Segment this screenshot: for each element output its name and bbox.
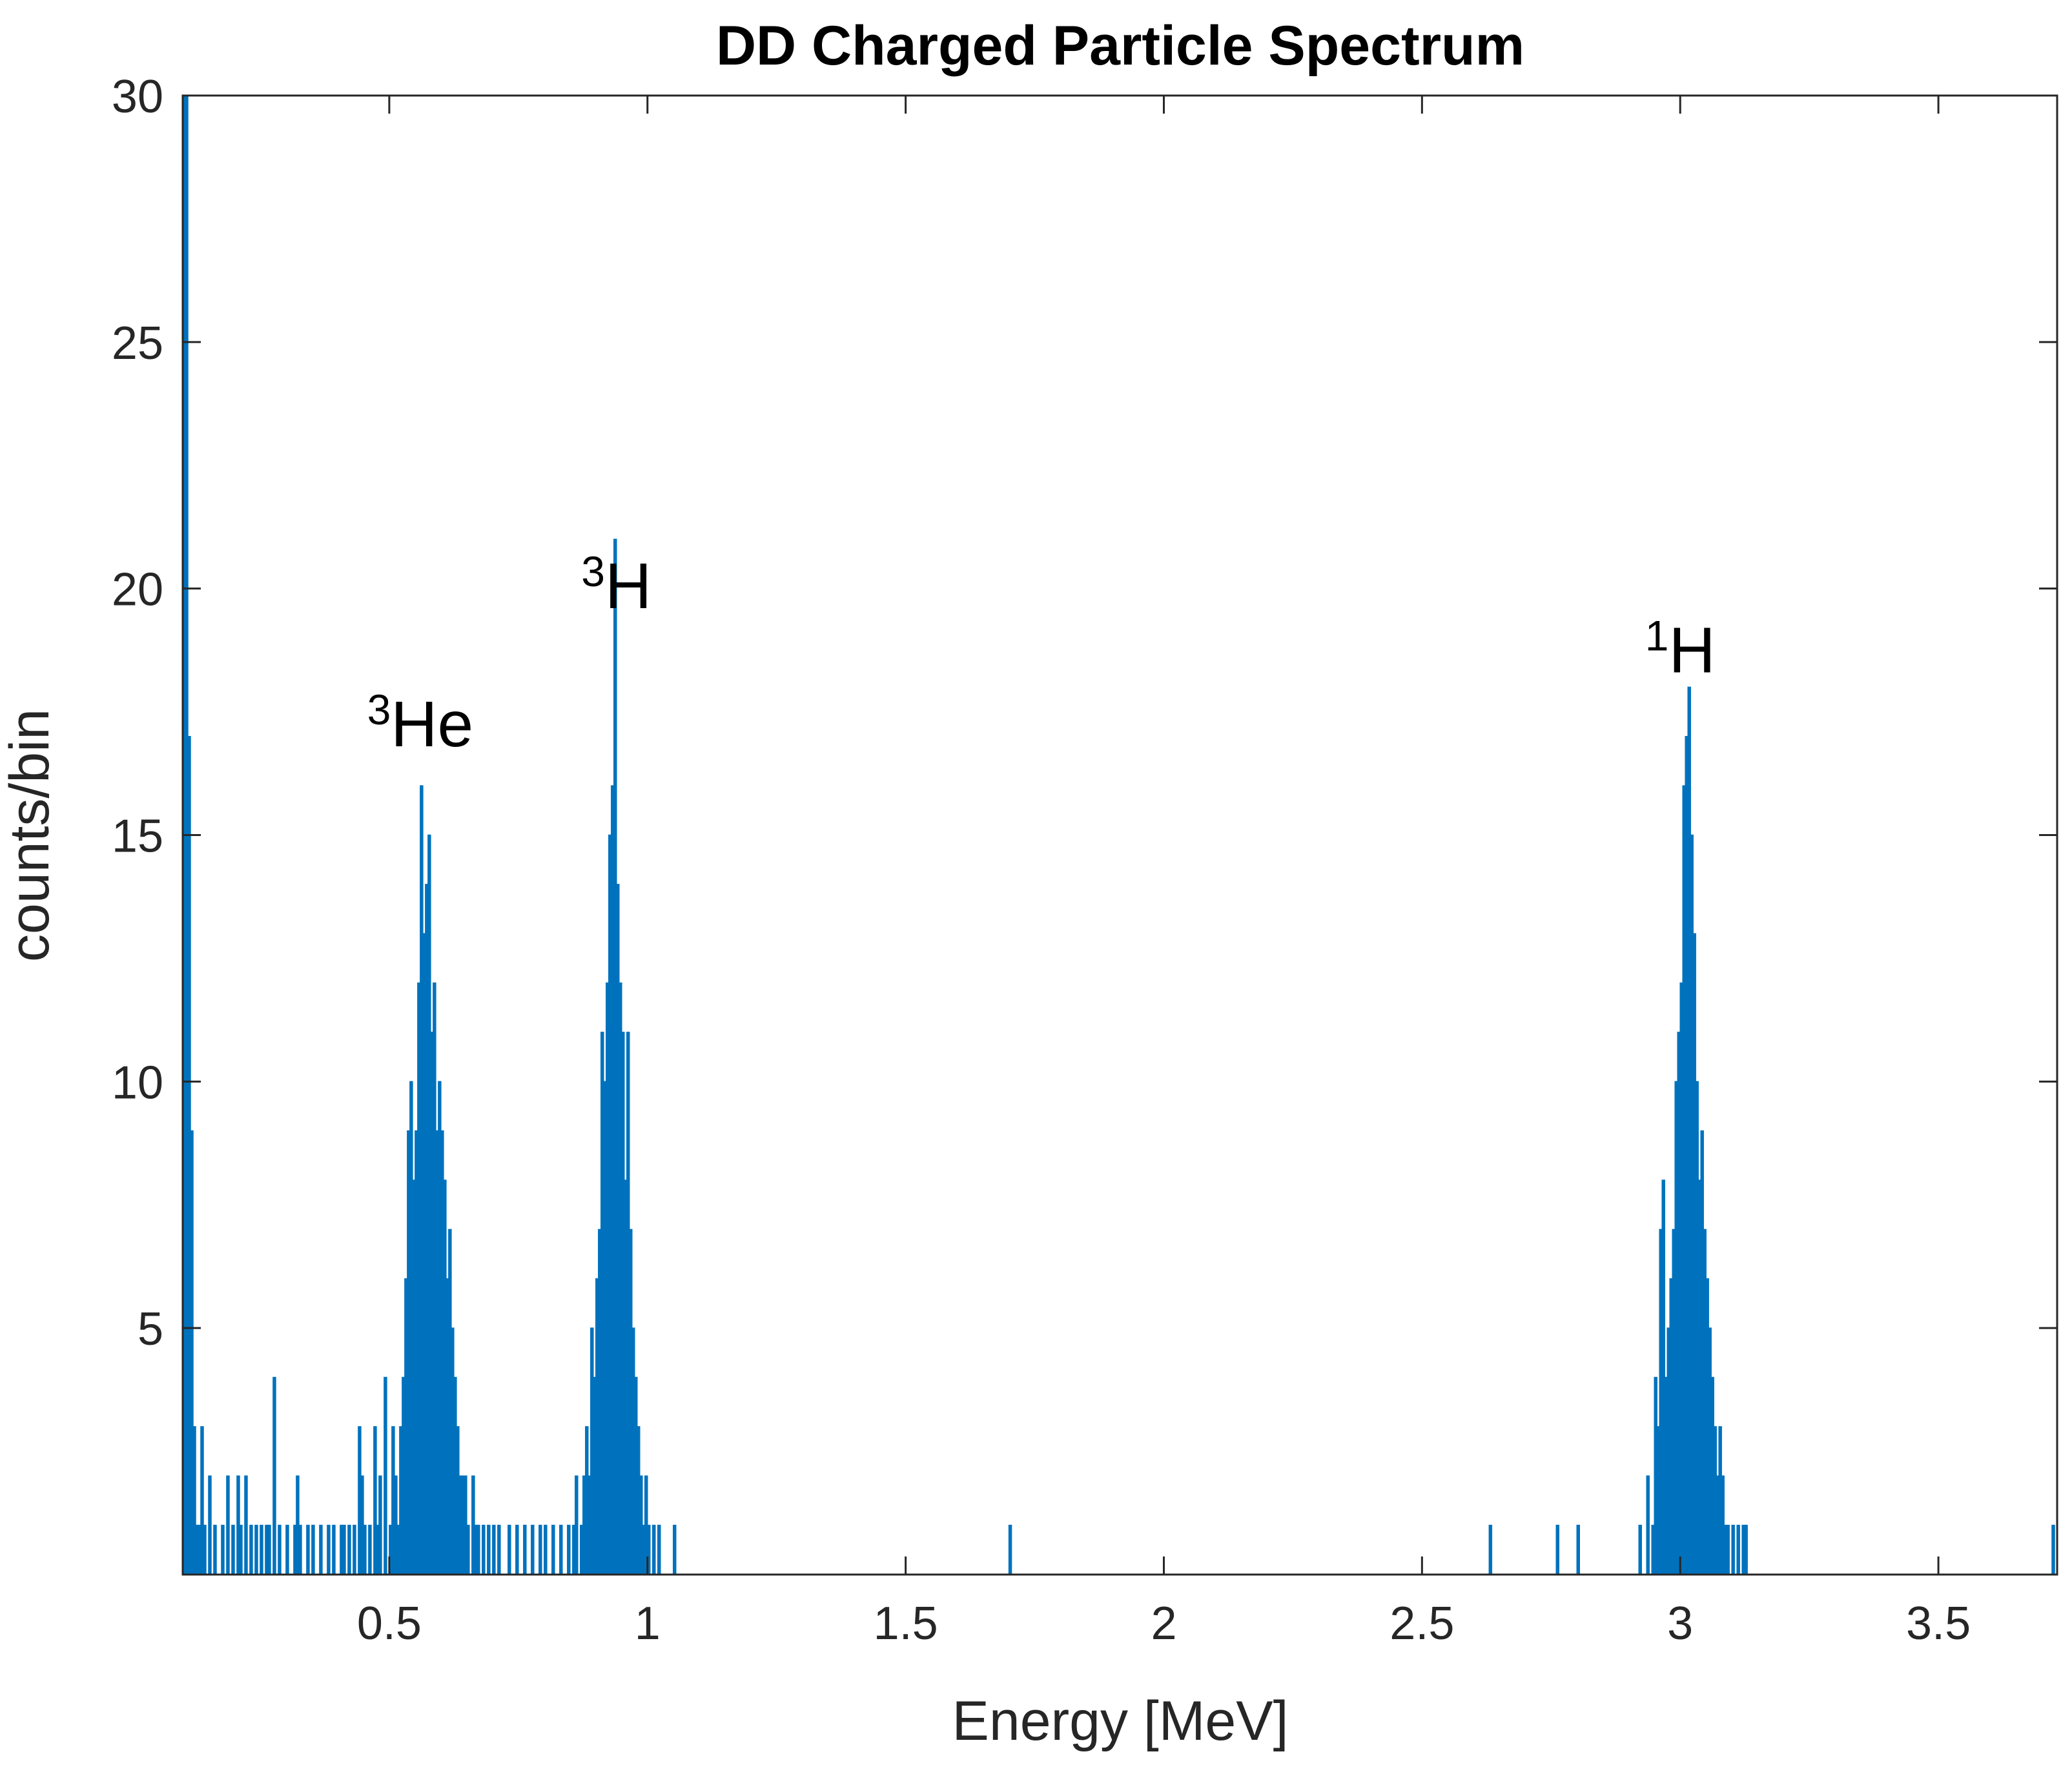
histogram-bar [544,1524,548,1575]
histogram-bar [497,1524,501,1575]
histogram-bar [492,1524,496,1575]
histogram-bar [515,1524,519,1575]
y-tick-label: 5 [138,1303,163,1355]
histogram-bar [575,1475,579,1575]
histogram-bars [182,95,2055,1575]
histogram-bar [319,1524,323,1575]
histogram-bar [1488,1524,1493,1575]
histogram-bar [332,1524,336,1575]
histogram-bar [1731,1524,1735,1575]
histogram-bar [1646,1475,1650,1575]
histogram-bar [477,1524,480,1575]
histogram-bar [1555,1524,1560,1575]
x-tick-label: 1 [635,1598,661,1649]
histogram-bar [559,1524,563,1575]
histogram-bar [278,1524,282,1575]
histogram-bar [567,1524,571,1575]
histogram-bar [672,1524,677,1575]
histogram-bar [254,1524,258,1575]
x-axis-label: Energy [MeV] [952,1690,1289,1752]
x-tick-label: 3.5 [1906,1598,1971,1649]
peak-annotations: 3He 3H 1H [367,547,1716,760]
histogram-bar [1726,1524,1730,1575]
plot-frame [181,94,2058,1576]
histogram-bar [347,1524,351,1575]
y-tick-label: 15 [112,811,163,862]
histogram-bar [327,1524,331,1575]
histogram-bar [1736,1524,1740,1575]
x-tick-label: 3 [1667,1598,1693,1649]
histogram-bar [213,1524,217,1575]
histogram-bar [203,1524,207,1575]
histogram-bar [487,1524,491,1575]
histogram-bar [551,1524,555,1575]
y-tick-label: 30 [112,71,163,123]
histogram-bar [239,1524,243,1575]
histogram-bar [342,1524,346,1575]
y-tick-label: 20 [112,564,163,616]
histogram-bar [531,1524,535,1575]
histogram-bar [267,1524,271,1575]
histogram-bar [221,1524,225,1575]
histogram-bar [651,1524,656,1575]
histogram-bar [2051,1524,2055,1575]
histogram-bar [363,1524,367,1575]
histogram-bar [1576,1524,1581,1575]
histogram-bar [1008,1524,1012,1575]
x-tick-label: 2 [1151,1598,1176,1649]
histogram-bar [378,1475,382,1575]
histogram-bar [353,1524,356,1575]
y-tick-label: 25 [112,318,163,369]
histogram-bar [311,1524,315,1575]
peak-label: 3He [367,686,474,760]
y-tick-label: 10 [112,1057,163,1108]
histogram-bar [1638,1524,1642,1575]
histogram-bar [285,1524,289,1575]
histogram-bar [208,1475,212,1575]
histogram-bar [539,1524,542,1575]
histogram-bar [1744,1524,1748,1575]
histogram-bar [384,1376,387,1575]
chart-title: DD Charged Particle Spectrum [716,15,1524,77]
peak-label: 3H [581,547,651,622]
histogram-bar [508,1524,511,1575]
x-tick-label: 1.5 [874,1598,938,1649]
histogram-bar [482,1524,486,1575]
histogram-bar [249,1524,253,1575]
peak-label: 1H [1645,611,1716,686]
histogram-bar [466,1524,470,1575]
histogram-bar [231,1524,235,1575]
y-axis-label: counts/bin [0,709,61,962]
histogram-bar [226,1475,230,1575]
histogram-bar [523,1524,527,1575]
histogram-bar [272,1376,276,1575]
histogram-bar [244,1475,248,1575]
histogram-bar [306,1524,310,1575]
histogram-bar [260,1524,263,1575]
histogram-bar [368,1524,372,1575]
histogram-bar [657,1524,661,1575]
x-axis: 0.5 1 1.5 2 2.5 3 3.5 [357,96,1971,1649]
x-tick-label: 2.5 [1390,1598,1454,1649]
x-tick-label: 0.5 [357,1598,422,1649]
y-axis: 5 10 15 20 25 30 [112,71,2057,1355]
histogram-bar [298,1524,302,1575]
